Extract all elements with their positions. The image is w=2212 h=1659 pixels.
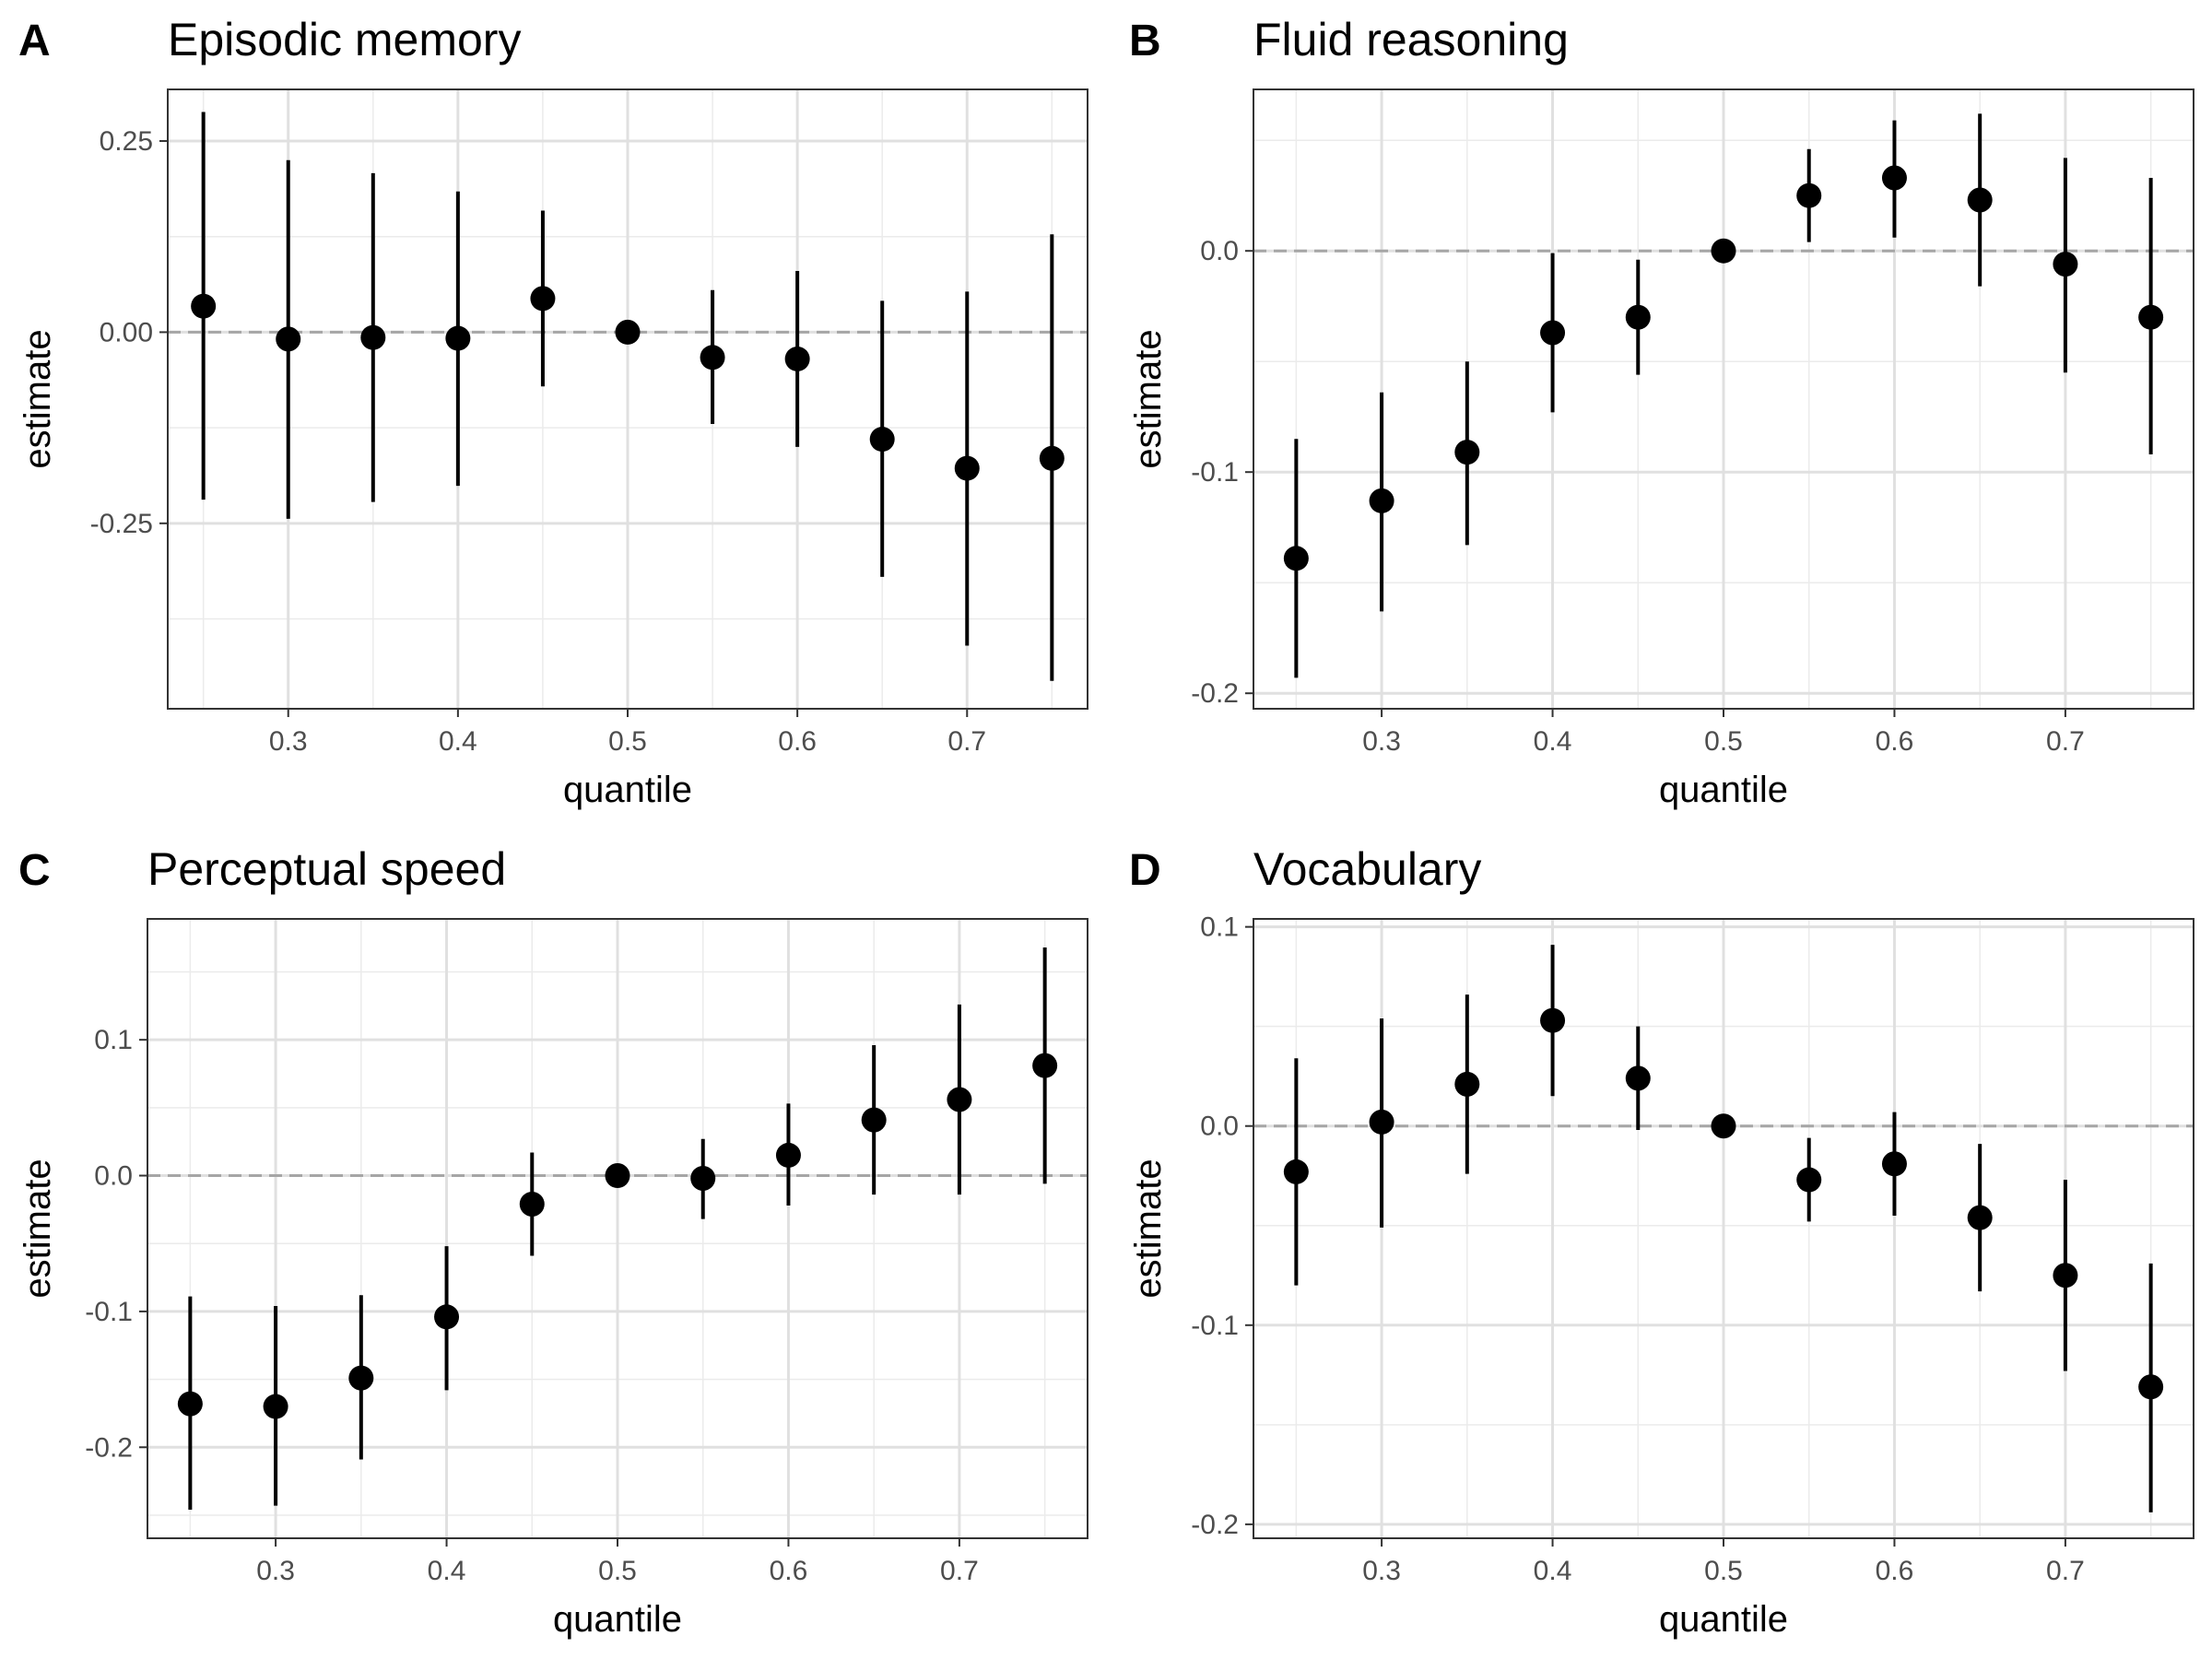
data-point xyxy=(784,346,810,371)
x-tick-label: 0.7 xyxy=(947,726,986,757)
data-point xyxy=(519,1191,545,1217)
y-tick-label: -0.2 xyxy=(1191,1510,1239,1540)
y-tick-label: 0.25 xyxy=(100,126,153,157)
panel-letter: C xyxy=(18,846,51,895)
data-point xyxy=(869,427,895,453)
data-point xyxy=(177,1391,203,1417)
panel-title: Fluid reasoning xyxy=(1253,14,1569,65)
y-axis-title: estimate xyxy=(18,329,58,468)
x-tick-label: 0.5 xyxy=(598,1556,637,1586)
data-point xyxy=(1711,1113,1736,1139)
panel-a: 0.3 0.4 0.5 0.6 0.7 0.25 0.00 -0.25 quantile esti… xyxy=(18,14,1088,810)
y-axis-title: estimate xyxy=(1128,1159,1169,1298)
data-point xyxy=(1454,1071,1480,1097)
x-tick-label: 0.3 xyxy=(256,1556,295,1586)
x-tick-label: 0.3 xyxy=(1362,726,1401,757)
data-point xyxy=(690,1165,716,1191)
y-tick-label: -0.2 xyxy=(85,1432,133,1463)
x-tick-label: 0.6 xyxy=(1876,1556,1914,1586)
data-point xyxy=(1283,1159,1309,1184)
data-point xyxy=(2053,252,2078,277)
panel-title: Episodic memory xyxy=(168,14,521,65)
data-point xyxy=(1796,1167,1822,1193)
data-point xyxy=(947,1087,972,1112)
x-tick-label: 0.4 xyxy=(1534,726,1572,757)
data-point xyxy=(1796,182,1822,208)
y-tick-label: 0.1 xyxy=(1200,912,1239,943)
data-point xyxy=(1711,238,1736,264)
data-point xyxy=(2138,1374,2164,1400)
data-point xyxy=(348,1365,374,1391)
data-point xyxy=(1540,1007,1566,1033)
x-axis-title: quantile xyxy=(563,770,692,810)
y-tick-label: -0.2 xyxy=(1191,678,1239,709)
panel-title: Vocabulary xyxy=(1253,843,1481,895)
data-point xyxy=(1039,445,1065,471)
x-tick-label: 0.3 xyxy=(1362,1556,1401,1586)
data-point xyxy=(276,326,301,352)
y-tick-label: -0.1 xyxy=(85,1297,133,1327)
data-point xyxy=(445,325,471,351)
data-point xyxy=(1625,1065,1651,1091)
x-axis-title: quantile xyxy=(1659,770,1788,810)
data-point xyxy=(360,324,386,350)
data-point xyxy=(615,319,641,345)
y-tick-label: 0.0 xyxy=(1200,1112,1239,1142)
y-tick-label: -0.1 xyxy=(1191,1311,1239,1341)
panel-c: 0.3 0.4 0.5 0.6 0.7 0.1 0.0 -0.1 -0.2 quantile est… xyxy=(18,843,1088,1640)
y-axis-title: estimate xyxy=(18,1159,58,1298)
panel-letter: B xyxy=(1129,17,1161,65)
data-point xyxy=(263,1394,288,1419)
panel-title: Perceptual speed xyxy=(147,843,506,895)
panel-d: 0.3 0.4 0.5 0.6 0.7 0.1 0.0 -0.1 -0.2 quantile est… xyxy=(1128,843,2194,1640)
data-point xyxy=(954,455,980,481)
x-tick-label: 0.6 xyxy=(770,1556,808,1586)
x-tick-label: 0.3 xyxy=(269,726,308,757)
x-tick-label: 0.5 xyxy=(1704,726,1743,757)
panel-letter: D xyxy=(1129,846,1161,895)
x-tick-label: 0.6 xyxy=(778,726,817,757)
x-tick-label: 0.5 xyxy=(1704,1556,1743,1586)
data-point xyxy=(700,345,725,371)
data-point xyxy=(1283,546,1309,571)
panel-letter: A xyxy=(18,17,51,65)
data-point xyxy=(861,1107,887,1133)
x-tick-label: 0.6 xyxy=(1876,726,1914,757)
data-point xyxy=(191,293,217,319)
x-tick-label: 0.7 xyxy=(2046,726,2085,757)
x-tick-label: 0.4 xyxy=(1534,1556,1572,1586)
data-point xyxy=(1967,1205,1993,1230)
y-axis-title: estimate xyxy=(1128,329,1169,468)
data-point xyxy=(1369,1109,1394,1135)
x-axis-title: quantile xyxy=(1659,1599,1788,1640)
data-point xyxy=(1454,440,1480,465)
x-tick-label: 0.5 xyxy=(608,726,647,757)
x-tick-label: 0.7 xyxy=(2046,1556,2085,1586)
y-tick-label: -0.1 xyxy=(1191,457,1239,488)
y-tick-label: 0.00 xyxy=(100,317,153,347)
y-tick-label: 0.1 xyxy=(94,1025,133,1055)
data-point xyxy=(1032,1053,1058,1078)
y-tick-label: -0.25 xyxy=(90,509,153,539)
data-point xyxy=(1625,304,1651,330)
data-point xyxy=(1881,1151,1907,1177)
y-tick-label: 0.0 xyxy=(1200,236,1239,266)
x-tick-label: 0.4 xyxy=(439,726,477,757)
x-tick-label: 0.4 xyxy=(428,1556,466,1586)
data-point xyxy=(530,286,556,312)
data-point xyxy=(1540,320,1566,346)
data-point xyxy=(434,1304,460,1330)
x-tick-label: 0.7 xyxy=(940,1556,979,1586)
data-point xyxy=(2138,304,2164,330)
data-point xyxy=(775,1142,801,1168)
x-axis-title: quantile xyxy=(553,1599,682,1640)
data-point xyxy=(1369,488,1394,513)
data-point xyxy=(1881,165,1907,191)
data-point xyxy=(2053,1263,2078,1288)
data-point xyxy=(605,1163,630,1189)
y-tick-label: 0.0 xyxy=(94,1161,133,1192)
data-point xyxy=(1967,187,1993,213)
panel-b: 0.3 0.4 0.5 0.6 0.7 0.0 -0.1 -0.2 quantile estima… xyxy=(1128,14,2194,810)
